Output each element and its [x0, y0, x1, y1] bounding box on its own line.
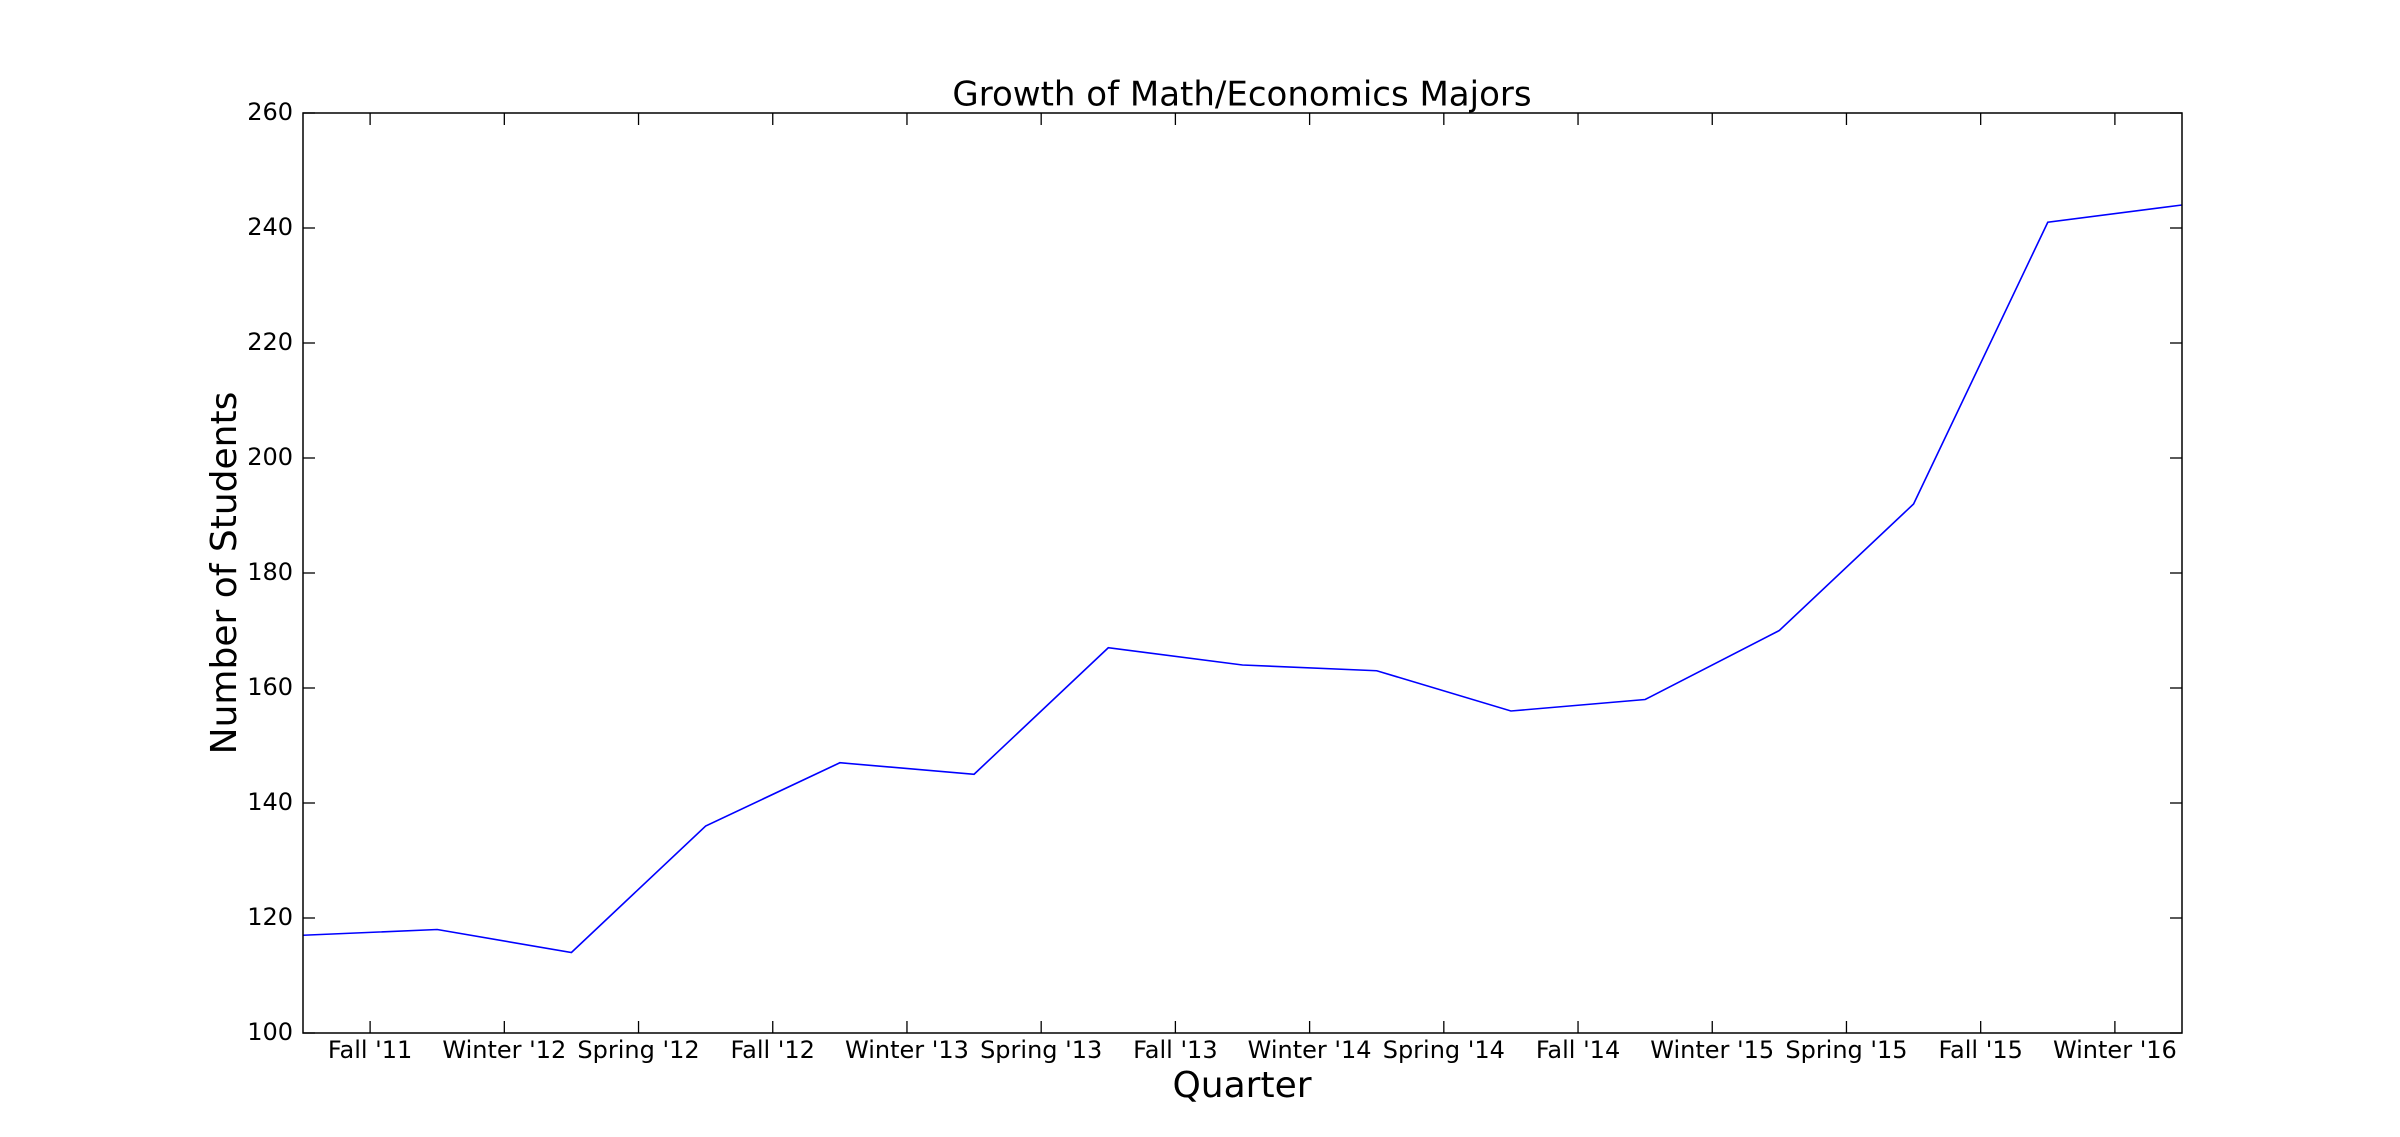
chart-title: Growth of Math/Economics Majors	[952, 75, 1531, 115]
x-tick-label: Fall '11	[328, 1036, 412, 1064]
x-tick-label: Spring '15	[1785, 1036, 1907, 1064]
y-tick-label: 180	[247, 558, 293, 586]
x-tick-label: Fall '12	[731, 1036, 815, 1064]
x-tick-label: Winter '15	[1650, 1036, 1774, 1064]
y-tick-label: 200	[247, 443, 293, 471]
x-tick-label: Spring '12	[577, 1036, 699, 1064]
x-tick-label: Winter '13	[845, 1036, 969, 1064]
y-tick-label: 260	[247, 98, 293, 126]
plot-frame	[302, 112, 2183, 1034]
x-tick-label: Winter '12	[442, 1036, 566, 1064]
x-tick-label: Winter '14	[1248, 1036, 1372, 1064]
x-tick-label: Spring '14	[1383, 1036, 1505, 1064]
x-tick-label: Fall '13	[1133, 1036, 1217, 1064]
y-axis-label: Number of Students	[204, 392, 245, 755]
y-tick-label: 240	[247, 213, 293, 241]
x-tick-label: Spring '13	[980, 1036, 1102, 1064]
x-tick-label: Fall '14	[1536, 1036, 1620, 1064]
y-tick-label: 100	[247, 1018, 293, 1046]
x-tick-label: Winter '16	[2053, 1036, 2177, 1064]
data-line	[302, 204, 2183, 954]
y-tick-label: 220	[247, 328, 293, 356]
y-tick-label: 120	[247, 903, 293, 931]
y-tick-label: 160	[247, 673, 293, 701]
x-axis-label: Quarter	[1172, 1065, 1311, 1106]
x-tick-label: Fall '15	[1938, 1036, 2022, 1064]
y-tick-label: 140	[247, 788, 293, 816]
